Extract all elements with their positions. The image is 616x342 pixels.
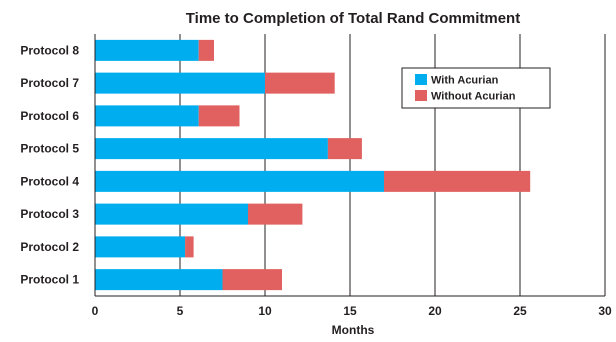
- category-labels: Protocol 8 Protocol 7 Protocol 6 Protocol 5…: [20, 43, 79, 286]
- bar-protocol-4-without-acurian: [384, 170, 531, 192]
- bar-protocol-5-without-acurian: [327, 138, 362, 160]
- category-label-protocol-7: Protocol 7: [20, 76, 79, 90]
- bar-protocol-1-without-acurian: [222, 269, 282, 291]
- legend: With Acurian Without Acurian: [401, 67, 551, 109]
- bar-protocol-8-with-acurian: [95, 39, 199, 61]
- legend-item-without-acurian: Without Acurian: [415, 90, 516, 103]
- bar-protocol-5-with-acurian: [95, 138, 328, 160]
- category-label-protocol-4: Protocol 4: [20, 174, 79, 188]
- bars: [95, 39, 531, 291]
- bar-protocol-2-with-acurian: [95, 236, 186, 258]
- category-label-protocol-2: Protocol 2: [20, 240, 79, 254]
- category-label-protocol-6: Protocol 6: [20, 109, 79, 123]
- bar-protocol-6-without-acurian: [198, 105, 240, 127]
- legend-label-without-acurian: Without Acurian: [431, 91, 516, 103]
- legend-swatch-without-acurian: [415, 90, 427, 101]
- x-tick-label-5: 5: [177, 304, 184, 318]
- bar-protocol-3-without-acurian: [248, 203, 303, 225]
- category-label-protocol-8: Protocol 8: [20, 43, 79, 57]
- legend-label-with-acurian: With Acurian: [431, 75, 499, 87]
- x-tick-label-25: 25: [513, 304, 527, 318]
- bar-protocol-2-without-acurian: [185, 236, 194, 258]
- axes: [94, 34, 605, 297]
- category-label-protocol-3: Protocol 3: [20, 207, 79, 221]
- x-tick-label-10: 10: [258, 304, 272, 318]
- x-tick-label-0: 0: [92, 304, 99, 318]
- x-tick-label-30: 30: [598, 304, 612, 318]
- x-axis-label: Months: [332, 323, 375, 337]
- bar-protocol-1-with-acurian: [95, 269, 223, 291]
- category-label-protocol-5: Protocol 5: [20, 142, 79, 156]
- x-tick-label-15: 15: [343, 304, 357, 318]
- legend-item-with-acurian: With Acurian: [415, 74, 499, 87]
- bar-protocol-3-with-acurian: [95, 203, 248, 225]
- bar-protocol-6-with-acurian: [95, 105, 199, 127]
- bar-protocol-7-with-acurian: [95, 72, 265, 94]
- bar-protocol-7-without-acurian: [265, 72, 335, 94]
- bar-protocol-8-without-acurian: [198, 39, 214, 61]
- x-tick-label-20: 20: [428, 304, 442, 318]
- bar-protocol-4-with-acurian: [95, 170, 384, 192]
- category-label-protocol-1: Protocol 1: [20, 273, 79, 287]
- x-tick-labels: 0 5 10 15 20 25 30: [92, 304, 612, 318]
- legend-swatch-with-acurian: [415, 74, 427, 85]
- chart-title: Time to Completion of Total Rand Commitm…: [186, 10, 520, 27]
